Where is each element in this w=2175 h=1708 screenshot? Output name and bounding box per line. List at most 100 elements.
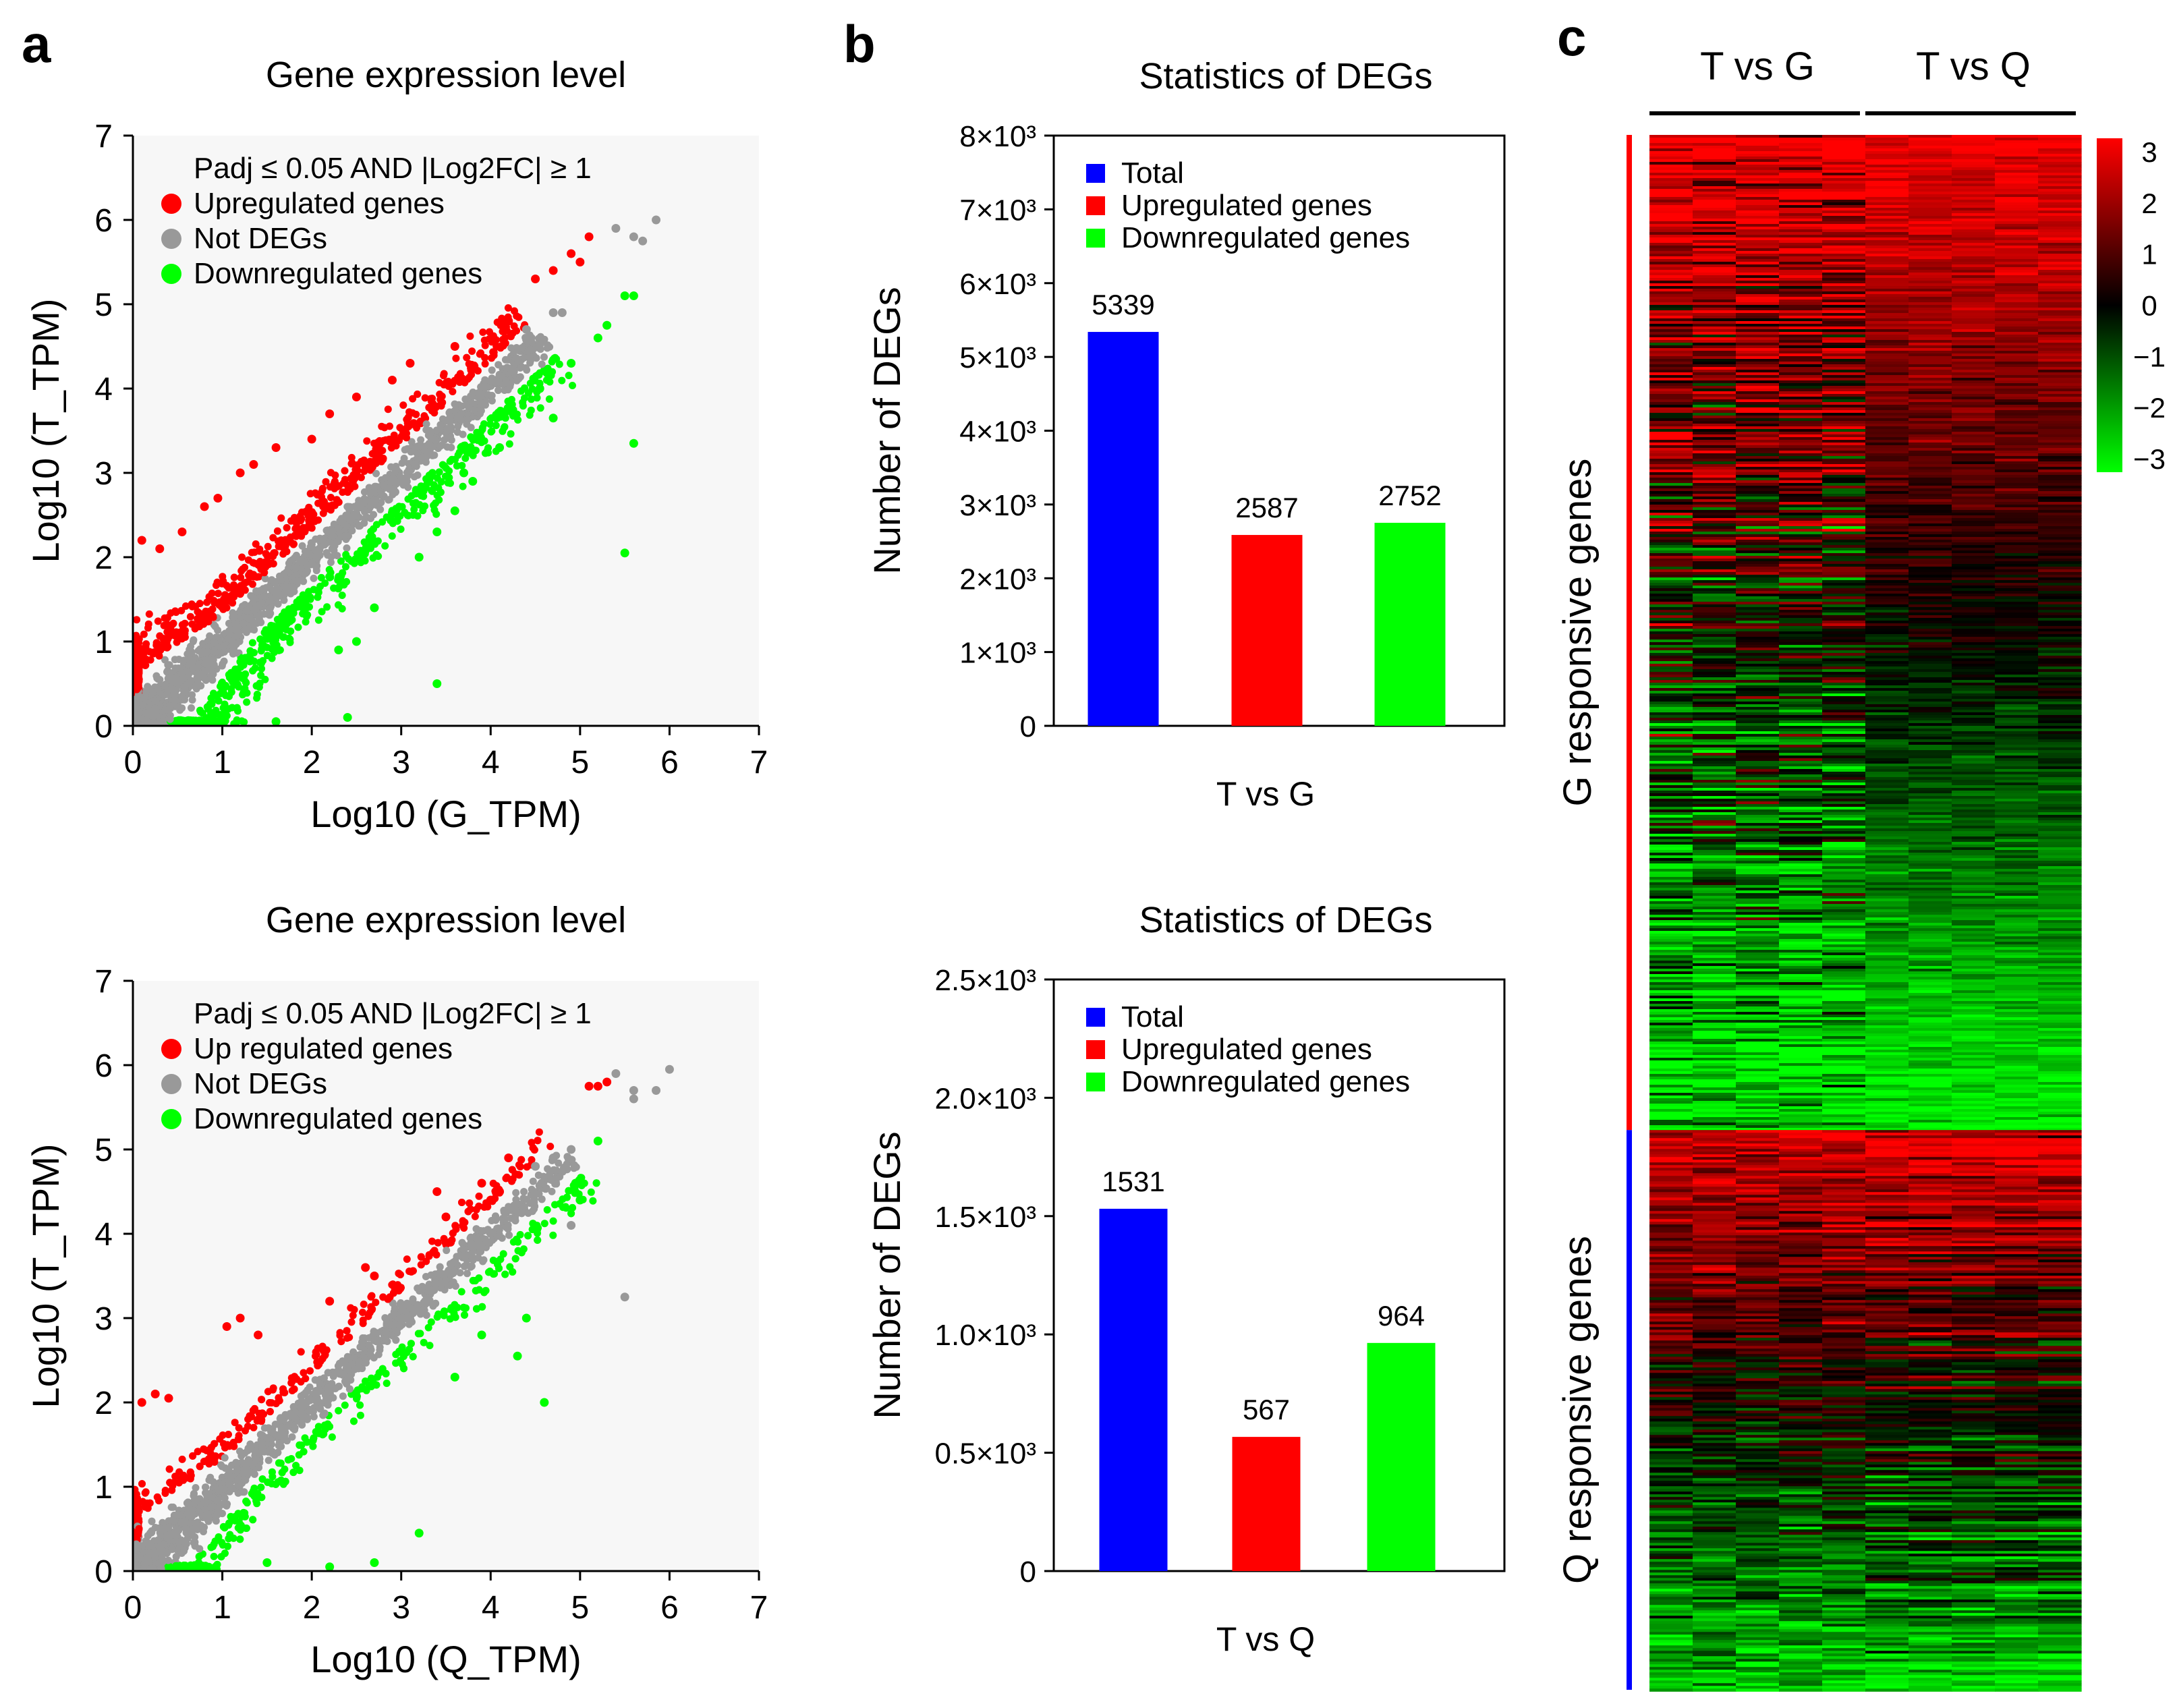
data-point-grey: [161, 681, 169, 689]
data-point-down: [487, 428, 495, 436]
data-point-up: [327, 494, 335, 501]
data-point-grey: [392, 1336, 400, 1344]
data-point-up: [163, 628, 171, 636]
data-point-up: [347, 1318, 356, 1326]
data-point-grey: [291, 1409, 299, 1417]
data-point-down: [239, 672, 247, 680]
data-point-down: [370, 538, 378, 546]
data-point-grey: [302, 1389, 310, 1397]
outlier-point-down: [343, 713, 352, 722]
data-point-down: [309, 1436, 317, 1444]
data-point-grey: [304, 550, 312, 558]
data-point-grey: [451, 407, 459, 415]
data-point-grey: [250, 594, 258, 602]
outlier-point-up: [213, 494, 223, 503]
data-point-grey: [443, 434, 451, 443]
data-point-down: [397, 1357, 404, 1365]
data-point-grey: [172, 1553, 180, 1561]
x-tick-label: 5: [571, 745, 590, 780]
data-point-grey: [171, 656, 179, 664]
data-point-grey: [194, 680, 202, 688]
data-point-grey: [459, 1245, 468, 1253]
data-point-grey: [337, 1359, 345, 1367]
data-point-up: [314, 1362, 322, 1369]
data-point-grey: [327, 559, 335, 567]
data-point-up: [421, 394, 429, 402]
outlier-point-grey: [652, 215, 661, 225]
data-point-down: [447, 479, 454, 487]
data-point-down: [350, 1417, 358, 1425]
data-point-grey: [201, 650, 209, 657]
data-point-up: [235, 1435, 243, 1444]
legend-marker: [161, 229, 181, 249]
data-point-grey: [288, 1433, 296, 1441]
data-point-up: [279, 550, 287, 558]
data-point-down: [236, 1535, 244, 1543]
data-point-grey: [146, 685, 154, 693]
data-point-grey: [181, 683, 189, 691]
data-point-down: [563, 1193, 571, 1201]
data-point-grey: [520, 1188, 528, 1196]
data-point-down: [500, 424, 508, 432]
data-point-down: [223, 712, 231, 720]
data-point-down: [251, 664, 259, 672]
data-point-up: [502, 1174, 510, 1183]
data-point-up: [480, 1203, 488, 1211]
outlier-point-down: [620, 548, 629, 558]
data-point-up: [343, 488, 351, 496]
data-point-grey: [220, 1485, 228, 1493]
legend-label: Not DEGs: [194, 222, 327, 255]
data-point-grey: [430, 451, 439, 459]
data-point-up: [390, 431, 398, 439]
data-point-grey: [443, 443, 451, 451]
data-point-grey: [306, 543, 314, 551]
data-point-up: [264, 542, 272, 550]
data-point-down: [565, 372, 573, 380]
data-point-down: [430, 506, 439, 514]
data-point-grey: [441, 1276, 449, 1284]
outlier-point-up: [584, 232, 594, 241]
data-point-grey: [526, 345, 534, 353]
data-point-up: [258, 1396, 266, 1404]
data-point-grey: [280, 570, 288, 578]
data-point-up: [320, 497, 328, 505]
data-point-down: [451, 1313, 459, 1321]
data-point-down: [210, 689, 217, 698]
data-point-grey: [572, 1163, 580, 1171]
data-point-down: [409, 499, 417, 507]
data-point-up: [384, 405, 392, 414]
data-point-grey: [380, 482, 388, 490]
data-point-down: [276, 646, 284, 654]
data-point-grey: [334, 1368, 342, 1376]
data-point-down: [492, 422, 500, 430]
data-point-grey: [177, 669, 186, 677]
outlier-point-down: [535, 384, 544, 393]
data-point-down: [250, 1489, 258, 1498]
outlier-point-down: [450, 506, 459, 515]
data-point-grey: [540, 335, 548, 343]
outlier-point-up: [387, 376, 397, 385]
data-point-up: [235, 1424, 243, 1432]
data-point-grey: [501, 387, 509, 394]
data-point-up: [250, 548, 258, 557]
data-point-up: [449, 1229, 457, 1237]
data-point-grey: [424, 431, 432, 439]
outlier-point-down: [567, 359, 576, 368]
data-point-grey: [407, 448, 415, 456]
data-point-grey: [190, 1491, 198, 1500]
data-point-grey: [293, 577, 301, 585]
data-point-up: [188, 620, 196, 628]
outlier-point-down: [468, 477, 478, 486]
outlier-point-down: [459, 468, 469, 478]
data-point-grey: [258, 599, 266, 606]
data-point-grey: [215, 1504, 223, 1512]
data-point-grey: [348, 527, 356, 535]
data-point-grey: [166, 715, 174, 723]
data-point-down: [287, 1455, 295, 1462]
data-point-up: [368, 450, 376, 458]
data-point-grey: [266, 597, 273, 605]
data-point-down: [275, 1459, 283, 1467]
data-point-grey: [417, 436, 425, 444]
data-point-down: [258, 1493, 266, 1502]
data-point-up: [298, 532, 306, 540]
